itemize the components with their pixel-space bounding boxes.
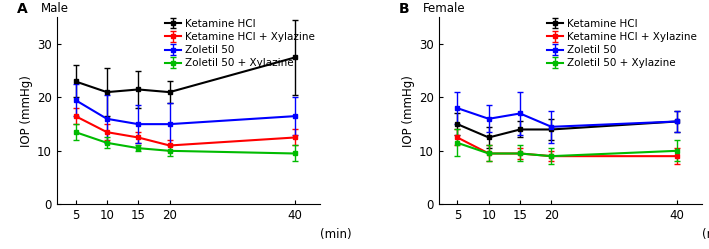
Legend: Ketamine HCl, Ketamine HCl + Xylazine, Zoletil 50, Zoletil 50 + Xylazine: Ketamine HCl, Ketamine HCl + Xylazine, Z…: [165, 19, 315, 68]
Text: Female: Female: [423, 2, 465, 15]
Text: (min): (min): [320, 228, 352, 241]
Text: B: B: [399, 2, 410, 16]
Text: (min): (min): [702, 228, 709, 241]
Legend: Ketamine HCl, Ketamine HCl + Xylazine, Zoletil 50, Zoletil 50 + Xylazine: Ketamine HCl, Ketamine HCl + Xylazine, Z…: [547, 19, 697, 68]
Y-axis label: IOP (mmHg): IOP (mmHg): [20, 75, 33, 147]
Y-axis label: IOP (mmHg): IOP (mmHg): [402, 75, 415, 147]
Text: A: A: [17, 2, 28, 16]
Text: Male: Male: [41, 2, 69, 15]
